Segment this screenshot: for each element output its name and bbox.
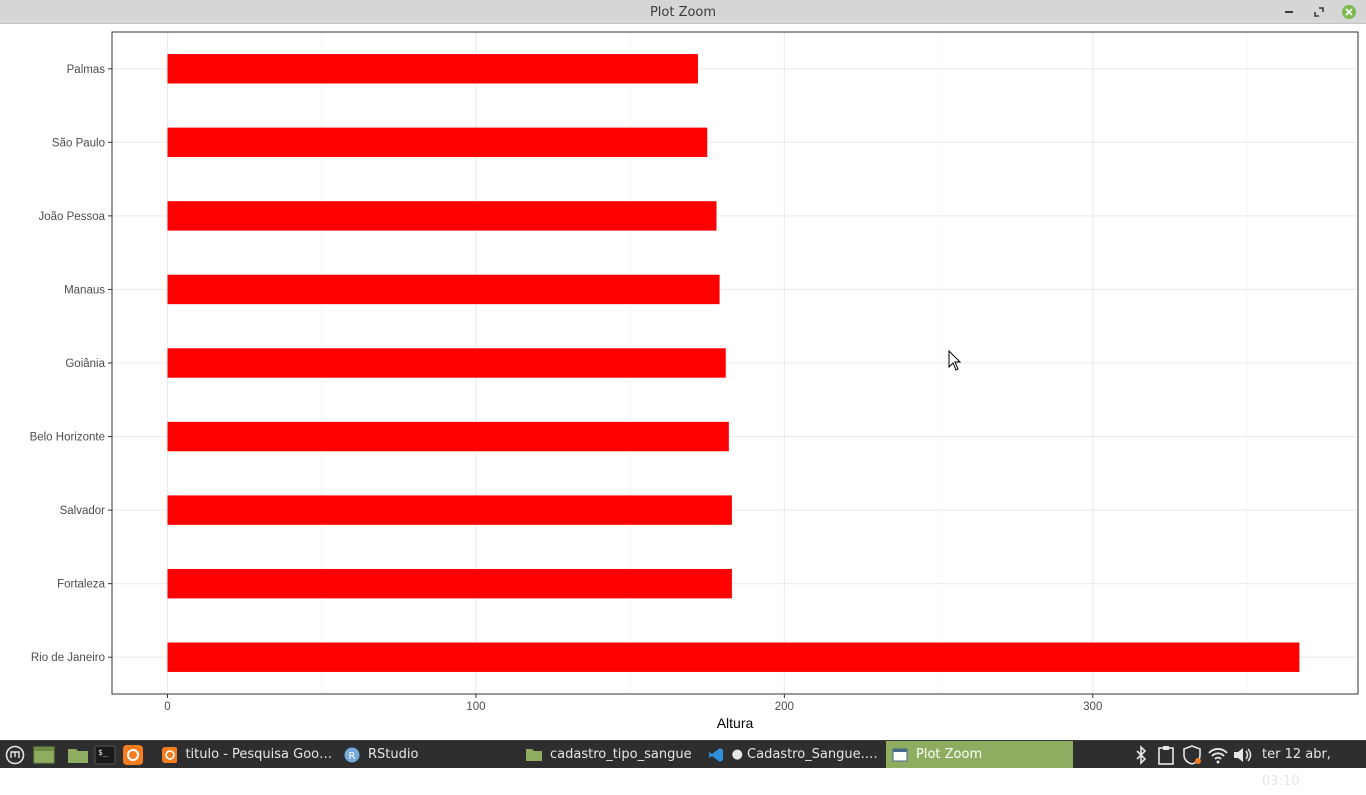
clipboard-icon [1155,745,1177,765]
x-tick-label: 200 [775,701,794,713]
mint-menu-icon [4,745,26,765]
x-tick-label: 100 [466,701,485,713]
taskbar-item-label: titulo - Pesquisa Googl... [185,747,338,762]
y-tick-label: Rio de Janeiro [31,652,105,664]
taskbar-item-label: Plot Zoom [916,747,983,762]
bar [167,201,717,231]
bar [167,348,726,378]
bluetooth-tray[interactable] [1130,741,1152,768]
taskbar-item-folder[interactable]: cadastro_tipo_sangue [520,741,702,768]
clock[interactable]: ter 12 abr, 03:10 [1262,747,1331,789]
y-tick-label: Salvador [60,505,106,517]
taskbar-item-vscode[interactable]: ● Cadastro_Sangue.R ... [702,741,886,768]
terminal-icon: $_ [94,745,116,765]
bar [167,421,729,452]
taskbar-item-rstudio[interactable]: R RStudio [338,741,520,768]
bar [167,642,1300,672]
svg-text:$_: $_ [98,748,108,757]
plot-canvas: Rio de Janeiro Fortaleza Salvador Belo Hori… [30,31,1359,731]
firefox-icon [122,744,144,765]
firefox-launcher[interactable] [122,741,144,768]
y-tick-label: Palmas [67,64,106,76]
y-tick-label: Fortaleza [57,579,106,591]
vscode-icon [709,747,723,762]
show-desktop-button[interactable] [33,741,55,768]
restore-icon [1314,7,1324,17]
mouse-cursor-icon [948,350,962,371]
y-tick-label: Manaus [64,284,105,296]
bar [167,54,698,84]
window-title: Plot Zoom [649,5,717,20]
taskbar-item-label: ● Cadastro_Sangue.R ... [731,747,886,762]
window-titlebar: Plot Zoom [0,0,1366,24]
close-icon [1342,5,1356,19]
rstudio-icon: R [344,747,360,762]
taskbar-item-plot-zoom[interactable]: Plot Zoom [886,741,1073,768]
y-tick-label: Goiânia [65,358,105,370]
terminal-launcher[interactable]: $_ [94,741,116,768]
folder-icon [526,748,542,761]
x-tick-label: 0 [164,701,170,713]
bar [167,495,732,525]
bluetooth-icon [1130,744,1152,765]
y-tick-label: São Paulo [52,137,105,149]
bar [167,568,732,599]
menu-button[interactable] [4,741,26,768]
bar [167,127,708,158]
x-axis-title: Altura [717,715,754,731]
y-tick-label: João Pessoa [39,211,106,223]
bar [167,274,720,305]
taskbar-item-firefox[interactable]: titulo - Pesquisa Googl... [156,741,338,768]
clipboard-tray[interactable] [1155,741,1177,768]
wifi-icon [1207,745,1229,765]
firefox-icon [162,746,178,763]
svg-text:R: R [349,751,356,762]
taskbar-item-label: RStudio [368,747,419,762]
taskbar-item-label: cadastro_tipo_sangue [550,747,692,762]
shield-icon [1181,744,1203,765]
window-icon [892,748,908,761]
minimize-icon [1285,11,1293,13]
desktop-icon [33,745,55,765]
folder-icon [67,745,89,765]
update-manager-tray[interactable] [1181,741,1203,768]
restore-button[interactable] [1310,3,1328,21]
volume-tray[interactable] [1232,741,1254,768]
files-launcher[interactable] [67,741,89,768]
y-tick-label: Belo Horizonte [30,432,105,444]
close-button[interactable] [1340,3,1358,21]
x-tick-label: 300 [1083,701,1102,713]
volume-icon [1232,745,1254,765]
taskbar: $_ titulo - Pesquisa Googl... R RStudio … [0,740,1366,789]
minimize-button[interactable] [1280,3,1298,21]
network-tray[interactable] [1207,741,1229,768]
